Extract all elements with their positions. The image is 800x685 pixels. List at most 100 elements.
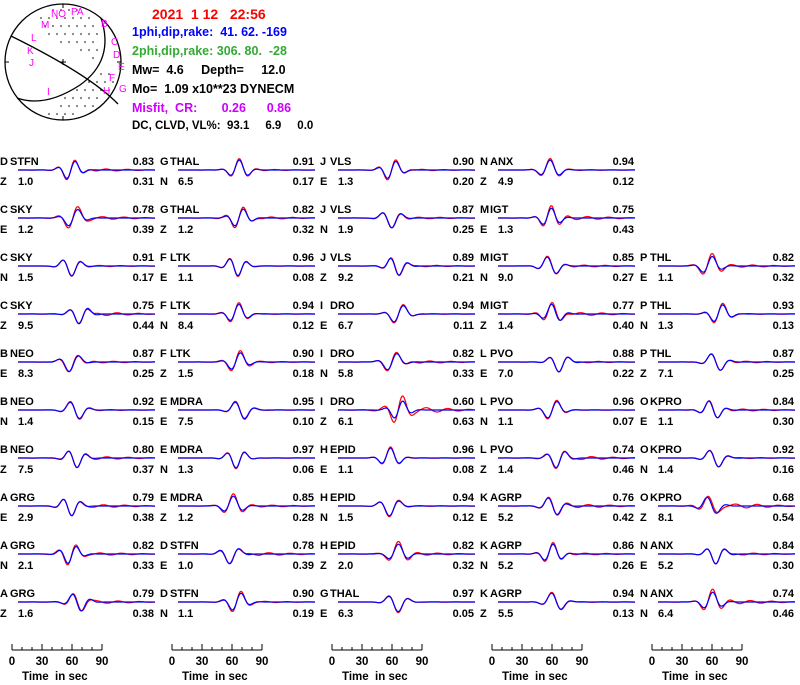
correlation: 0.77 xyxy=(612,300,634,312)
synthetic-waveform xyxy=(178,258,315,277)
stipple-dot xyxy=(60,25,62,27)
station-name: DRO xyxy=(330,396,355,408)
station-name: PVO xyxy=(490,444,514,456)
stipple-dot xyxy=(60,105,62,107)
station-name: NEO xyxy=(10,396,34,408)
distance-value: 1.9 xyxy=(338,224,354,236)
network-code: J xyxy=(320,252,327,264)
network-code: P xyxy=(640,252,648,264)
correlation: 0.89 xyxy=(452,252,474,264)
synthetic-waveform xyxy=(338,595,475,613)
synthetic-waveform xyxy=(338,160,475,179)
time-axis xyxy=(331,644,423,651)
distance-value: 9.0 xyxy=(498,272,514,284)
station-name: THAL xyxy=(330,588,360,600)
component: E xyxy=(480,512,488,524)
network-code: F xyxy=(160,300,167,312)
axis-tick-label: 60 xyxy=(385,656,399,668)
distance-value: 1.1 xyxy=(498,416,514,428)
component: N xyxy=(320,512,328,524)
stipple-dot xyxy=(48,113,50,115)
station-label: B xyxy=(101,19,108,30)
synthetic-waveform xyxy=(178,547,315,565)
axis-tick-label: 90 xyxy=(735,656,749,668)
correlation: 0.94 xyxy=(452,300,474,312)
stipple-dot xyxy=(88,81,90,83)
correlation: 0.90 xyxy=(452,156,474,168)
misfit-value: 0.43 xyxy=(612,224,634,236)
distance-value: 1.0 xyxy=(178,560,194,572)
network-code: D xyxy=(0,156,8,168)
axis-tick-label: 0 xyxy=(648,656,656,668)
axis-label: Time in sec xyxy=(662,671,728,683)
component: Z xyxy=(0,464,7,476)
component: N xyxy=(320,224,328,236)
misfit-value: 0.11 xyxy=(453,320,474,332)
distance-value: 1.4 xyxy=(18,416,34,428)
distance-value: 6.3 xyxy=(338,608,354,620)
distance-value: 1.4 xyxy=(658,464,674,476)
synthetic-waveform xyxy=(658,353,795,371)
synthetic-waveform xyxy=(338,257,475,276)
component: N xyxy=(0,416,8,428)
distance-value: 6.1 xyxy=(338,416,354,428)
component: N xyxy=(480,416,488,428)
stipple-dot xyxy=(68,41,70,43)
synthetic-waveform xyxy=(178,208,315,227)
station-name: PVO xyxy=(490,348,514,360)
distance-value: 1.2 xyxy=(18,224,34,236)
station-name: ANX xyxy=(650,588,674,600)
axis-tick-label: 90 xyxy=(575,656,589,668)
stipple-dot xyxy=(72,113,74,115)
synthetic-waveform xyxy=(18,259,155,277)
network-code: B xyxy=(0,444,8,456)
network-code: J xyxy=(320,204,327,216)
station-name: GRG xyxy=(10,492,36,504)
station-name: DRO xyxy=(330,348,355,360)
distance-value: 1.1 xyxy=(178,272,194,284)
stipple-dot xyxy=(88,49,90,51)
stipple-dot xyxy=(56,113,58,115)
network-code: C xyxy=(0,252,8,264)
synthetic-waveform xyxy=(498,356,635,373)
time-axis xyxy=(171,644,263,651)
stipple-dot xyxy=(52,25,54,27)
component: Z xyxy=(0,608,7,620)
correlation: 0.82 xyxy=(452,540,474,552)
nodal-plane-1 xyxy=(10,35,119,105)
network-code: B xyxy=(0,396,8,408)
misfit-value: 0.33 xyxy=(452,368,474,380)
distance-value: 1.4 xyxy=(498,320,514,332)
correlation: 0.97 xyxy=(452,588,474,600)
synthetic-waveform xyxy=(338,500,475,517)
misfit-value: 0.30 xyxy=(772,560,794,572)
station-label: G xyxy=(119,84,127,95)
station-name: KPRO xyxy=(650,492,682,504)
misfit-value: 0.31 xyxy=(132,176,154,188)
correlation: 0.82 xyxy=(452,348,474,360)
stipple-dot xyxy=(60,9,62,11)
correlation: 0.60 xyxy=(452,396,474,408)
misfit-value: 0.10 xyxy=(292,416,314,428)
component: Z xyxy=(160,224,167,236)
misfit-value: 0.08 xyxy=(452,464,474,476)
distance-value: 1.3 xyxy=(498,224,514,236)
stipple-dot xyxy=(88,97,90,99)
axis-tick-label: 0 xyxy=(328,656,336,668)
stipple-dot xyxy=(64,97,66,99)
synthetic-waveform xyxy=(658,591,795,609)
correlation: 0.82 xyxy=(772,252,794,264)
component: N xyxy=(640,320,648,332)
distance-value: 1.4 xyxy=(498,464,514,476)
component: Z xyxy=(640,368,647,380)
component: E xyxy=(320,608,328,620)
synthetic-waveform xyxy=(338,352,475,371)
component: E xyxy=(480,224,488,236)
network-code: C xyxy=(0,204,8,216)
synthetic-waveform xyxy=(338,543,475,560)
time-axis xyxy=(651,644,743,651)
correlation: 0.74 xyxy=(612,444,634,456)
correlation: 0.87 xyxy=(452,204,474,216)
nodal-plane-1-text: 1phi,dip,rake: 41. 62. -169 xyxy=(132,25,287,39)
synthetic-waveform xyxy=(498,303,635,322)
